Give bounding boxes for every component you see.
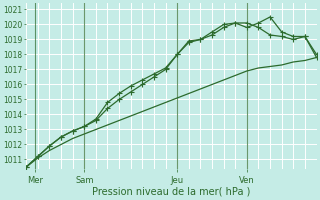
X-axis label: Pression niveau de la mer( hPa ): Pression niveau de la mer( hPa ) — [92, 187, 251, 197]
